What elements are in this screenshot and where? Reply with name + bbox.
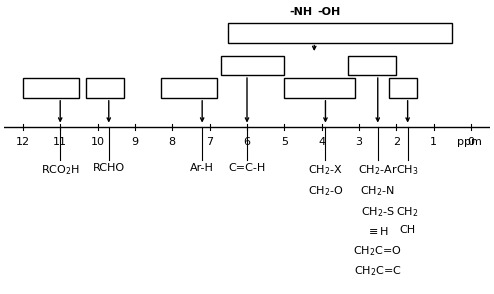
Text: CH$_2$-N: CH$_2$-N (361, 184, 395, 198)
Bar (228, 23, 453, 43)
Text: 4: 4 (318, 137, 325, 147)
Text: 3: 3 (356, 137, 363, 147)
Text: CH$_2$-X: CH$_2$-X (308, 163, 343, 177)
Text: 10: 10 (90, 137, 105, 147)
Text: CH$_3$: CH$_3$ (396, 163, 419, 177)
Text: 9: 9 (131, 137, 138, 147)
Bar (285, 78, 355, 98)
Text: -OH: -OH (318, 6, 341, 16)
Text: -NH: -NH (289, 6, 313, 16)
Text: 1: 1 (430, 137, 437, 147)
Text: 2: 2 (393, 137, 400, 147)
Text: 11: 11 (53, 137, 67, 147)
Text: RCO$_2$H: RCO$_2$H (41, 163, 80, 177)
Text: CH$_2$C=C: CH$_2$C=C (354, 264, 402, 278)
Text: CH$_2$: CH$_2$ (397, 205, 419, 219)
Bar (86, 78, 124, 98)
Text: CH$_2$-S: CH$_2$-S (361, 205, 395, 219)
Bar (161, 78, 217, 98)
Text: CH: CH (400, 225, 416, 235)
Text: 12: 12 (16, 137, 30, 147)
Text: 0: 0 (468, 137, 475, 147)
Text: CH$_2$C=O: CH$_2$C=O (353, 244, 402, 258)
Text: $\equiv$H: $\equiv$H (366, 225, 389, 237)
Bar (348, 56, 397, 75)
Text: ppm: ppm (457, 137, 482, 147)
Text: RCHO: RCHO (93, 163, 125, 173)
Text: Ar-H: Ar-H (190, 163, 214, 173)
Bar (23, 78, 79, 98)
Bar (389, 78, 417, 98)
Text: 7: 7 (206, 137, 213, 147)
Bar (221, 56, 285, 75)
Text: CH$_2$-Ar: CH$_2$-Ar (358, 163, 398, 177)
Text: 5: 5 (281, 137, 288, 147)
Text: 6: 6 (244, 137, 250, 147)
Text: 8: 8 (169, 137, 176, 147)
Text: CH$_2$-O: CH$_2$-O (308, 184, 343, 198)
Text: C=C-H: C=C-H (228, 163, 266, 173)
